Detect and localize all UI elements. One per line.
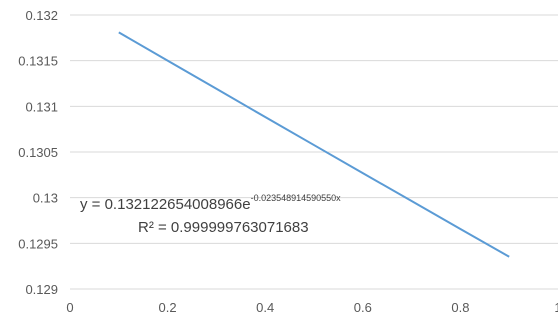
trendline-r-squared: R² = 0.999999763071683 xyxy=(138,219,309,236)
x-tick-label-2: 0.4 xyxy=(256,300,274,315)
y-tick-label-5: 0.1315 xyxy=(18,54,58,69)
x-tick-label-5: 1 xyxy=(554,300,558,315)
trendline-equation-base: y = 0.132122654008966e xyxy=(80,196,251,213)
x-tick-label-4: 0.8 xyxy=(451,300,469,315)
trendline-equation: y = 0.132122654008966e-0.023548914590550… xyxy=(80,193,341,213)
y-tick-label-2: 0.13 xyxy=(33,191,58,206)
y-tick-label-0: 0.129 xyxy=(25,282,58,297)
y-tick-label-3: 0.1305 xyxy=(18,145,58,160)
trendline-equation-exponent: -0.023548914590550x xyxy=(250,193,341,203)
series-line-0 xyxy=(118,31,510,258)
x-tick-label-0: 0 xyxy=(66,300,73,315)
x-tick-label-1: 0.2 xyxy=(159,300,177,315)
x-tick-label-3: 0.6 xyxy=(354,300,372,315)
y-tick-label-4: 0.131 xyxy=(25,99,58,114)
y-tick-label-1: 0.1295 xyxy=(18,236,58,251)
y-tick-label-6: 0.132 xyxy=(25,8,58,23)
